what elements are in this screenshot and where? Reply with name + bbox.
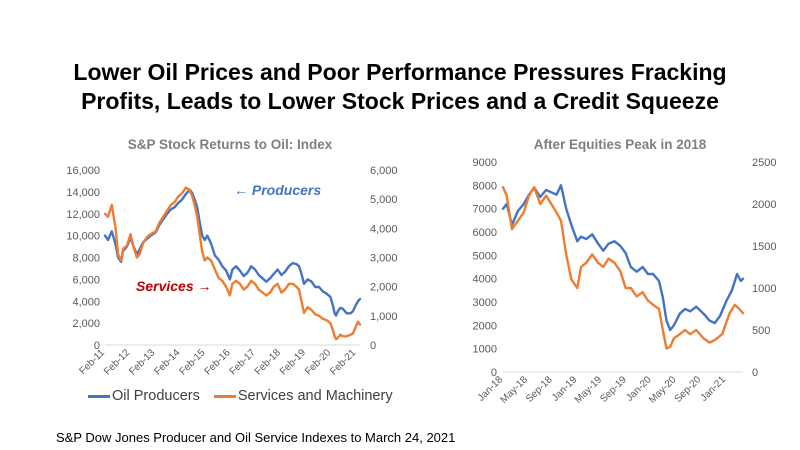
chart-1-x-tick-label: Feb-15 bbox=[177, 347, 207, 377]
chart-1-x-tick-label: Feb-21 bbox=[328, 347, 358, 377]
chart-2-x-tick-label: May-18 bbox=[499, 374, 531, 406]
chart-1-y-left-tick-label: 2,000 bbox=[72, 318, 100, 330]
chart-1-y-left-tick-label: 8,000 bbox=[72, 253, 100, 265]
chart-2-x-tick-label: Sep-19 bbox=[598, 374, 629, 405]
chart-1-y-right-tick-label: 3,000 bbox=[370, 253, 398, 265]
chart-1-y-right-tick-label: 4,000 bbox=[370, 223, 398, 235]
chart-1-y-left-tick-label: 4,000 bbox=[72, 296, 100, 308]
chart-1-y-left-tick-label: 14,000 bbox=[66, 187, 100, 199]
chart-1-y-right-tick-label: 0 bbox=[370, 340, 376, 352]
chart-1-title: S&P Stock Returns to Oil: Index bbox=[127, 137, 333, 152]
chart-1-x-tick-label: Feb-17 bbox=[228, 347, 258, 377]
legend-swatch-oil-producers bbox=[88, 394, 110, 398]
chart-1-y-left-tick-label: 10,000 bbox=[66, 231, 100, 243]
chart-1-y-right-tick-label: 1,000 bbox=[370, 311, 398, 323]
chart-1-x-tick-label: Feb-18 bbox=[253, 347, 283, 377]
slide-title-line-1: Lower Oil Prices and Poor Performance Pr… bbox=[73, 59, 727, 85]
chart-2-y-right-tick-label: 500 bbox=[752, 325, 770, 337]
chart-2-x-tick-label: Jan-21 bbox=[699, 374, 729, 404]
chart-2-y-left-tick-label: 8000 bbox=[473, 180, 497, 192]
chart-2-y-left-tick-label: 7000 bbox=[473, 204, 497, 216]
chart-2-x-tick-label: Sep-20 bbox=[673, 374, 704, 405]
chart-1-y-left-tick-label: 0 bbox=[94, 340, 100, 352]
chart-1-series-services-and-machinery bbox=[103, 186, 362, 341]
legend-label-services-and-machinery: Services and Machinery bbox=[237, 388, 393, 404]
chart-1-x-tick-label: Feb-16 bbox=[203, 347, 233, 377]
legend-item-services-and-machinery: Services and Machinery bbox=[213, 388, 393, 404]
chart-2-y-left-tick-label: 3000 bbox=[473, 297, 497, 309]
chart-2-y-left-tick-label: 9000 bbox=[473, 157, 497, 169]
chart-1-x-tick-label: Feb-19 bbox=[278, 347, 308, 377]
chart-2-y-left-tick-label: 0 bbox=[491, 367, 497, 379]
chart-1-x-tick-label: Feb-14 bbox=[152, 347, 182, 377]
services-annotation: Services → bbox=[136, 278, 212, 294]
chart-1-y-left-tick-label: 6,000 bbox=[72, 274, 100, 286]
slide-title: Lower Oil Prices and Poor Performance Pr… bbox=[0, 58, 800, 116]
chart-2-series-services-and-machinery bbox=[501, 185, 745, 350]
chart-2-y-left-tick-label: 2000 bbox=[473, 320, 497, 332]
chart-2-y-right-tick-label: 1000 bbox=[752, 283, 776, 295]
chart-2-y-left-tick-label: 4000 bbox=[473, 274, 497, 286]
chart-1-y-right-tick-label: 2,000 bbox=[370, 282, 398, 294]
producers-annotation: ← Producers bbox=[234, 182, 322, 198]
chart-2-title: After Equities Peak in 2018 bbox=[533, 137, 707, 152]
chart-2-y-right-tick-label: 2500 bbox=[752, 157, 776, 169]
chart-2-series-oil-producers bbox=[501, 184, 745, 332]
legend-label-oil-producers: Oil Producers bbox=[112, 388, 200, 404]
chart-1-y-left-tick-label: 12,000 bbox=[66, 209, 100, 221]
chart-2-y-left-tick-label: 5000 bbox=[473, 250, 497, 262]
chart-1-y-right-tick-label: 5,000 bbox=[370, 194, 398, 206]
chart-2-y-right-tick-label: 0 bbox=[752, 367, 758, 379]
legend-item-oil-producers: Oil Producers bbox=[88, 388, 200, 404]
chart-1-x-tick-label: Feb-13 bbox=[127, 347, 157, 377]
chart-2-y-right-tick-label: 2000 bbox=[752, 199, 776, 211]
chart-2-y-left-tick-label: 1000 bbox=[473, 344, 497, 356]
chart-1-series-oil-producers bbox=[103, 188, 362, 317]
chart-2-y-right-tick-label: 1500 bbox=[752, 241, 776, 253]
chart-1-x-tick-label: Feb-11 bbox=[77, 347, 107, 377]
chart-1-x-tick-label: Feb-12 bbox=[102, 347, 132, 377]
chart-1-y-right-tick-label: 6,000 bbox=[370, 165, 398, 177]
chart-1-x-tick-label: Feb-20 bbox=[303, 347, 333, 377]
slide-title-line-2: Profits, Leads to Lower Stock Prices and… bbox=[81, 88, 719, 114]
chart-2-x-tick-label: May-19 bbox=[573, 374, 605, 406]
chart-1-legend: Oil Producers Services and Machinery bbox=[88, 388, 401, 404]
legend-swatch-services-and-machinery bbox=[213, 394, 236, 398]
chart-2-x-tick-label: Sep-18 bbox=[524, 374, 555, 405]
source-note: S&P Dow Jones Producer and Oil Service I… bbox=[56, 430, 456, 445]
chart-1-y-left-tick-label: 16,000 bbox=[66, 165, 100, 177]
chart-2-x-tick-label: May-20 bbox=[647, 374, 679, 406]
chart-2-y-left-tick-label: 6000 bbox=[473, 227, 497, 239]
